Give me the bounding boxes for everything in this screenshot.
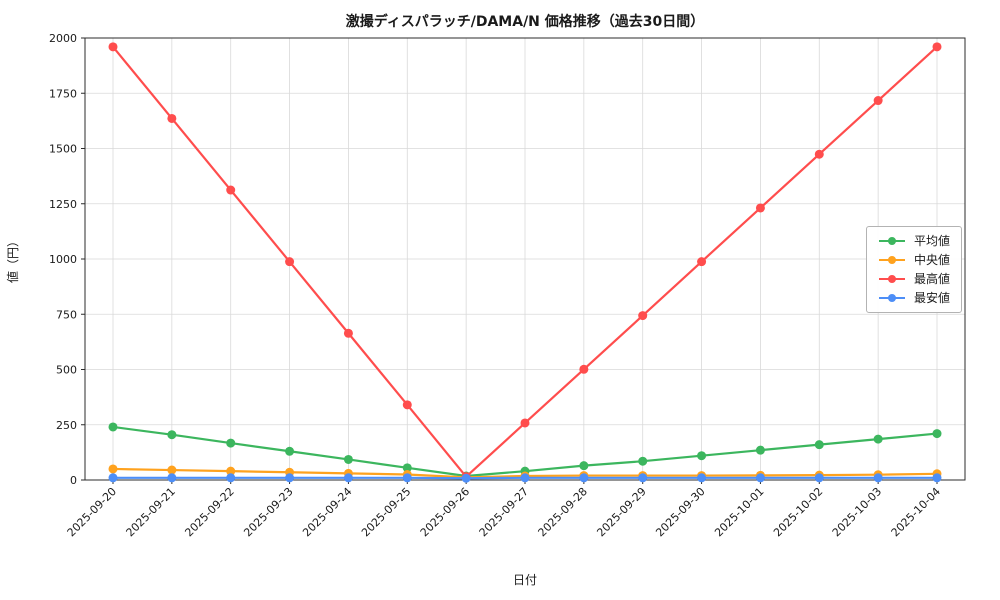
y-tick-label: 1500	[49, 143, 77, 156]
x-tick-label: 2025-09-26	[418, 485, 472, 539]
y-tick-label: 1750	[49, 87, 77, 100]
series-marker	[638, 456, 648, 466]
series-marker	[697, 257, 707, 267]
y-tick-label: 500	[56, 364, 77, 377]
series-marker	[285, 257, 295, 267]
series-marker	[167, 473, 177, 483]
legend-line-marker-icon	[878, 254, 906, 266]
series-marker	[638, 311, 648, 321]
legend-label: 最高値	[913, 272, 950, 286]
series-marker	[402, 473, 412, 483]
series-marker	[873, 434, 883, 444]
x-tick-label: 2025-09-27	[477, 485, 531, 539]
series-marker	[520, 418, 530, 428]
series-marker	[755, 473, 765, 483]
series-marker	[108, 464, 118, 474]
legend-item: 中央値	[878, 254, 950, 266]
series-marker	[167, 113, 177, 123]
legend-item: 最安値	[878, 292, 950, 304]
series-marker	[343, 454, 353, 464]
series-marker	[579, 364, 589, 374]
series-marker	[108, 422, 118, 432]
y-tick-label: 1250	[49, 198, 77, 211]
legend-label: 中央値	[913, 253, 950, 267]
series-marker	[932, 473, 942, 483]
series-marker	[814, 149, 824, 159]
series-marker	[520, 473, 530, 483]
x-axis-label: 日付	[513, 573, 537, 587]
series-marker	[579, 461, 589, 471]
legend-line-marker-icon	[878, 273, 906, 285]
series-marker	[932, 42, 942, 52]
x-tick-label: 2025-09-23	[241, 485, 295, 539]
y-tick-label: 2000	[49, 32, 77, 45]
x-tick-label: 2025-10-03	[830, 485, 884, 539]
y-tick-label: 250	[56, 419, 77, 432]
legend-item: 最高値	[878, 273, 950, 285]
chart-title: 激撮ディスパラッチ/DAMA/N 価格推移（過去30日間）	[346, 13, 705, 30]
y-tick-label: 750	[56, 308, 77, 321]
plot-area: 0 250 500 750 1000 1250 1500 1750 2000 2025-09-20…	[49, 32, 966, 539]
legend-item: 平均値	[878, 235, 950, 247]
x-tick-label: 2025-09-24	[300, 485, 354, 539]
series-marker	[814, 440, 824, 450]
series-marker	[226, 438, 236, 448]
series-marker	[932, 429, 942, 439]
x-tick-label: 2025-09-25	[359, 485, 413, 539]
series-marker	[697, 473, 707, 483]
series-marker	[108, 473, 118, 483]
series-marker	[226, 466, 236, 476]
series-marker	[638, 473, 648, 483]
y-axis-label: 値（円）	[5, 235, 20, 283]
series-marker	[755, 203, 765, 213]
x-tick-label: 2025-10-01	[712, 485, 766, 539]
x-tick-label: 2025-09-22	[182, 485, 236, 539]
series-marker	[285, 446, 295, 456]
series-marker	[579, 473, 589, 483]
series-marker	[343, 473, 353, 483]
x-tick-label: 2025-09-29	[594, 485, 648, 539]
x-tick-label: 2025-09-30	[653, 485, 707, 539]
series-marker	[285, 473, 295, 483]
series-marker	[873, 473, 883, 483]
legend-line-marker-icon	[878, 292, 906, 304]
legend-label: 平均値	[913, 234, 950, 248]
series-marker	[167, 465, 177, 475]
series-marker	[343, 328, 353, 338]
legend-line-marker-icon	[878, 235, 906, 247]
series-marker	[167, 430, 177, 440]
legend-label: 最安値	[913, 291, 950, 305]
series-marker	[873, 96, 883, 106]
series-marker	[226, 473, 236, 483]
series-marker	[402, 463, 412, 473]
series-marker	[108, 42, 118, 52]
y-tick-label: 0	[70, 474, 77, 487]
x-tick-label: 2025-09-20	[65, 485, 119, 539]
x-tick-label: 2025-09-21	[124, 485, 178, 539]
series-marker	[697, 451, 707, 461]
x-tick-label: 2025-10-02	[771, 485, 825, 539]
x-tick-label: 2025-10-04	[889, 485, 943, 539]
legend: 平均値中央値最高値最安値	[865, 226, 962, 313]
series-marker	[461, 473, 471, 483]
series-marker	[755, 445, 765, 455]
x-tick-label: 2025-09-28	[536, 485, 590, 539]
series-marker	[814, 473, 824, 483]
series-marker	[402, 400, 412, 410]
series-marker	[226, 185, 236, 195]
y-tick-label: 1000	[49, 253, 77, 266]
